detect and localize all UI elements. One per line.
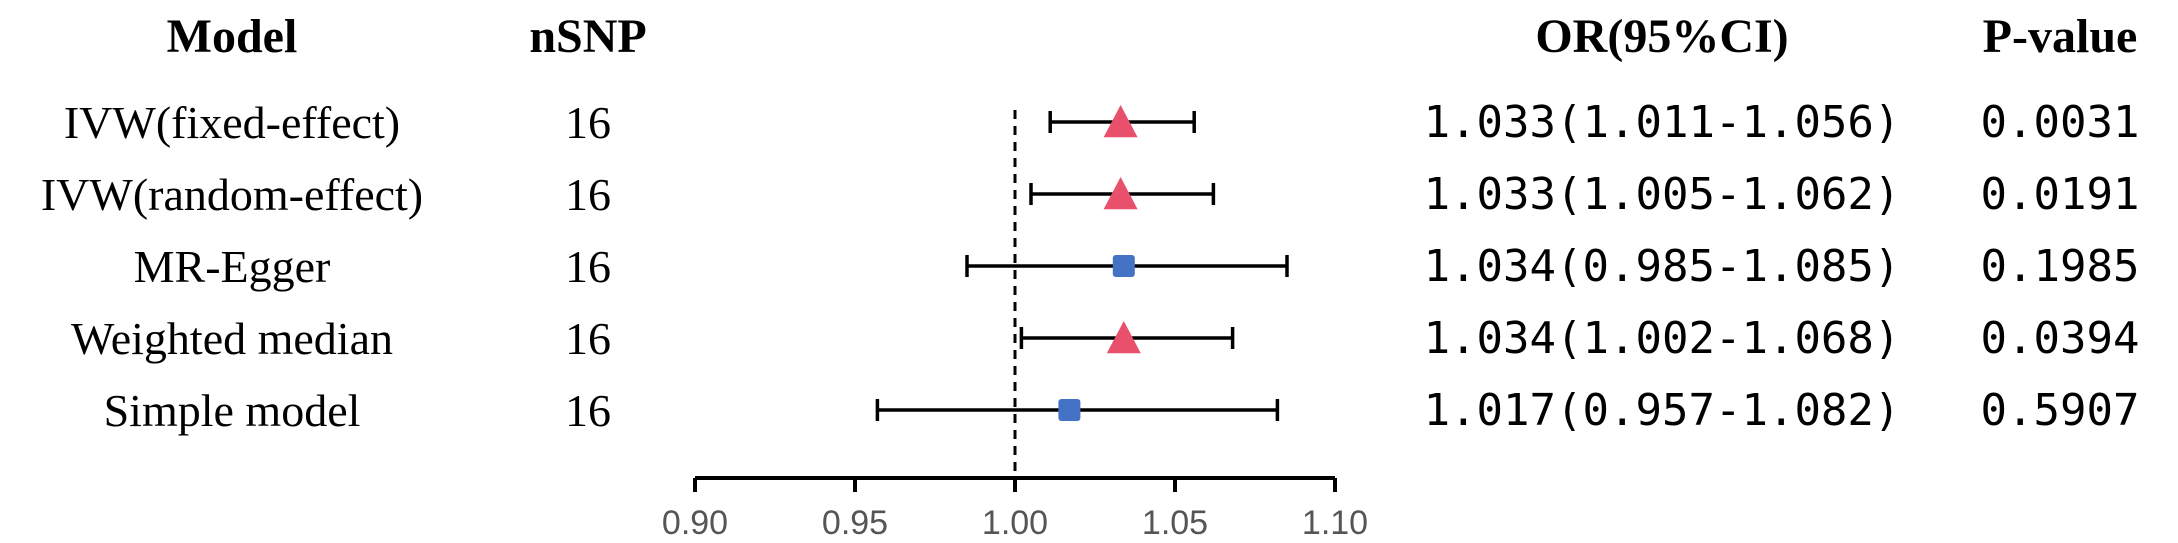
x-tick-label: 0.90 (662, 504, 728, 542)
point-estimate-triangle (1103, 105, 1138, 138)
or-ci-text: 1.017(0.957-1.082) (1424, 385, 1901, 436)
nsnp-value: 16 (565, 97, 611, 148)
or-ci-text: 1.034(1.002-1.068) (1424, 313, 1901, 364)
model-label: IVW(random-effect) (41, 169, 423, 220)
header-or: OR(95%CI) (1535, 10, 1788, 63)
header-model: Model (167, 10, 298, 63)
nsnp-value: 16 (565, 241, 611, 292)
forest-row: IVW(random-effect) 16 1.033(1.005-1.062) 0.… (41, 169, 2140, 220)
forest-row: MR-Egger 16 1.034(0.985-1.085) 0.1985 (134, 241, 2140, 292)
or-ci-text: 1.033(1.005-1.062) (1424, 169, 1901, 220)
p-value-text: 0.0031 (1981, 97, 2140, 148)
header-pvalue: P-value (1983, 10, 2138, 63)
forest-row: IVW(fixed-effect) 16 1.033(1.011-1.056) 0.0… (64, 97, 2140, 148)
point-estimate-triangle (1106, 321, 1141, 354)
p-value-text: 0.1985 (1981, 241, 2140, 292)
x-tick-label: 1.00 (982, 504, 1048, 542)
model-label: IVW(fixed-effect) (64, 97, 400, 148)
or-ci-text: 1.034(0.985-1.085) (1424, 241, 1901, 292)
x-tick-label: 0.95 (822, 504, 888, 542)
p-value-text: 0.0394 (1981, 313, 2140, 364)
nsnp-value: 16 (565, 169, 611, 220)
or-ci-text: 1.033(1.011-1.056) (1424, 97, 1901, 148)
point-estimate-square (1058, 399, 1081, 421)
x-axis: 0.90 0.95 1.00 1.05 1.10 (662, 476, 1368, 542)
p-value-text: 0.0191 (1981, 169, 2140, 220)
model-label: Simple model (104, 385, 361, 436)
nsnp-value: 16 (565, 385, 611, 436)
model-label: MR-Egger (134, 241, 331, 292)
model-label: Weighted median (71, 313, 393, 364)
x-tick-label: 1.05 (1142, 504, 1208, 542)
point-estimate-square (1112, 255, 1135, 277)
point-estimate-triangle (1103, 177, 1138, 210)
rows-layer: IVW(fixed-effect) 16 1.033(1.011-1.056) 0.0… (41, 97, 2140, 478)
forest-row: Simple model 16 1.017(0.957-1.082) 0.5907 (104, 385, 2140, 436)
x-tick-label: 1.10 (1302, 504, 1368, 542)
nsnp-value: 16 (565, 313, 611, 364)
forest-row: Weighted median 16 1.034(1.002-1.068) 0.039… (71, 313, 2139, 364)
p-value-text: 0.5907 (1981, 385, 2140, 436)
header-nsnp: nSNP (529, 10, 646, 63)
